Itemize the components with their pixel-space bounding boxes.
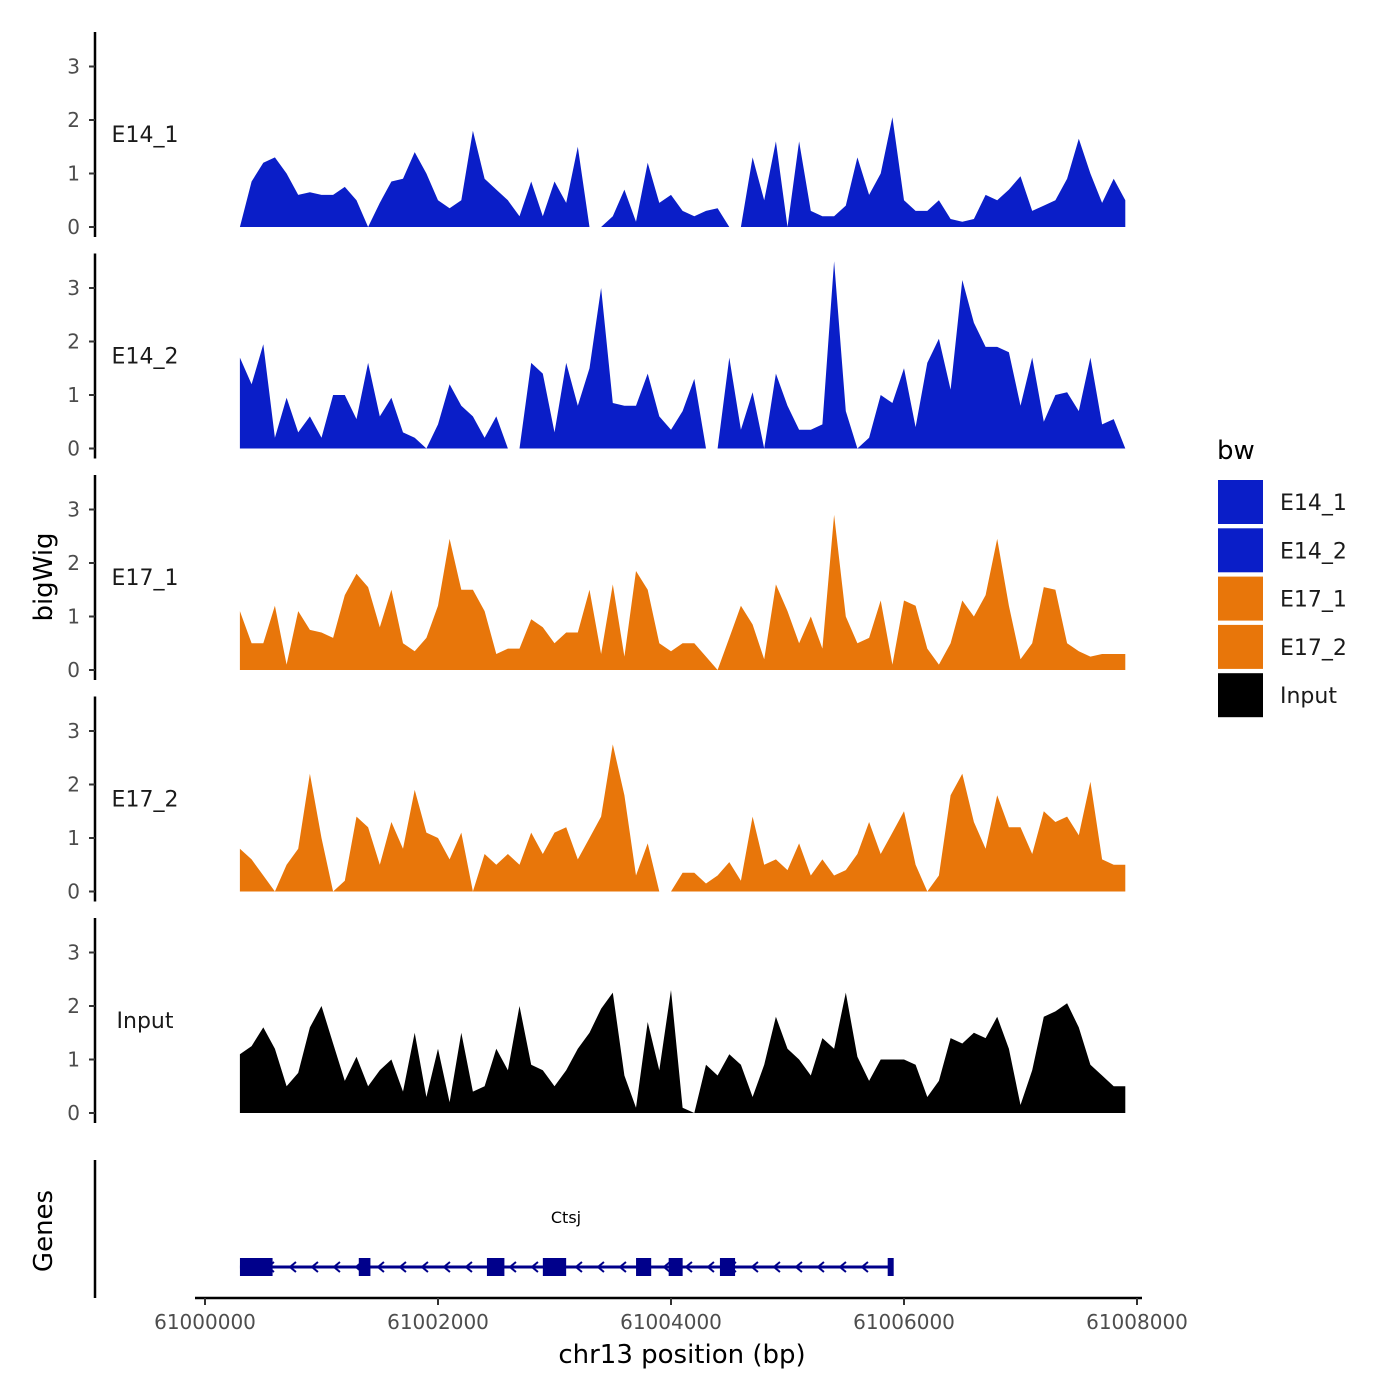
y-tick-label: 3 — [67, 498, 80, 522]
y-tick-label: 1 — [67, 605, 80, 629]
y-tick-label: 2 — [67, 994, 80, 1018]
y-tick-label: 0 — [67, 215, 80, 239]
strand-arrow — [816, 1261, 825, 1273]
y-tick-label: 2 — [67, 551, 80, 575]
legend-label: E17_1 — [1280, 588, 1347, 613]
genes-panel: Genes Ctsj — [29, 1160, 894, 1298]
y-tick-label: 3 — [67, 719, 80, 743]
gene-exon — [358, 1258, 371, 1276]
x-tick-label: 61002000 — [387, 1310, 489, 1334]
signal-area-e14-2 — [239, 261, 1126, 449]
signal-area-input — [239, 990, 1126, 1113]
y-tick-label: 1 — [67, 383, 80, 407]
track-panel-e14-1: 0 1 2 3 E14_1 — [67, 32, 1126, 239]
track-panels: 0 1 2 3 E14_1 0 1 2 3 E14_2 0 1 2 3 E17_1 0 1 2 3 E17_2 0 1 2 3… — [67, 32, 1126, 1125]
signal-area-e14-1 — [239, 117, 1126, 227]
track-panel-input: 0 1 2 3 Input — [67, 918, 1126, 1125]
strand-arrow — [420, 1261, 429, 1273]
strand-arrow — [310, 1261, 319, 1273]
strand-arrow — [530, 1261, 539, 1273]
y-tick-label: 1 — [67, 826, 80, 850]
legend-label: E17_2 — [1280, 636, 1347, 661]
strand-arrow — [706, 1261, 715, 1273]
track-panel-e14-2: 0 1 2 3 E14_2 — [67, 253, 1126, 461]
strand-arrow — [464, 1261, 473, 1273]
legend-label: Input — [1280, 684, 1337, 709]
y-tick-label: 3 — [67, 941, 80, 965]
legend-label: E14_1 — [1280, 491, 1347, 516]
gene-exon — [636, 1258, 652, 1276]
strand-arrow — [596, 1261, 605, 1273]
y-tick-label: 0 — [67, 880, 80, 904]
legend-swatch — [1218, 480, 1263, 524]
x-tick-label: 61004000 — [620, 1310, 722, 1334]
track-label: E17_2 — [112, 788, 179, 813]
strand-arrow — [332, 1261, 341, 1273]
x-tick-label: 61008000 — [1086, 1310, 1188, 1334]
strand-arrow — [860, 1261, 869, 1273]
legend: bw E14_1 E14_2 E17_1 E17_2 Input — [1217, 436, 1347, 718]
legend-title: bw — [1217, 436, 1255, 466]
strand-arrow — [442, 1261, 451, 1273]
legend-swatch — [1218, 576, 1263, 621]
y-tick-label: 3 — [67, 55, 80, 79]
legend-label: E14_2 — [1280, 539, 1347, 564]
track-panel-e17-2: 0 1 2 3 E17_2 — [67, 696, 1126, 904]
strand-arrow — [662, 1261, 671, 1273]
track-label: E14_1 — [112, 123, 179, 148]
y-tick-label: 0 — [67, 658, 80, 682]
strand-arrow — [376, 1261, 385, 1273]
strand-arrow — [684, 1261, 693, 1273]
legend-swatch — [1218, 528, 1263, 573]
track-label: E17_1 — [112, 566, 179, 591]
gene-exon — [239, 1258, 273, 1276]
legend-swatch — [1218, 673, 1263, 718]
strand-arrow — [750, 1261, 759, 1273]
signal-area-e17-1 — [239, 514, 1126, 670]
strand-arrow — [838, 1261, 847, 1273]
y-tick-label: 2 — [67, 330, 80, 354]
genes-axis-title: Genes — [29, 1190, 59, 1272]
x-axis-title: chr13 position (bp) — [558, 1340, 805, 1370]
gene-exon — [486, 1258, 505, 1276]
y-tick-label: 0 — [67, 437, 80, 461]
signal-area-e17-2 — [239, 744, 1126, 892]
gene-exon — [719, 1258, 736, 1276]
strand-arrow — [772, 1261, 781, 1273]
x-tick-label: 61000000 — [154, 1310, 256, 1334]
strand-arrow — [574, 1261, 583, 1273]
y-tick-label: 1 — [67, 162, 80, 186]
track-label: E14_2 — [112, 345, 179, 370]
x-axis: 61000000 61002000 61004000 61006000 61008000 — [154, 1296, 1188, 1334]
legend-swatch — [1218, 624, 1263, 669]
strand-arrow — [508, 1261, 517, 1273]
strand-arrow — [398, 1261, 407, 1273]
y-tick-label: 2 — [67, 108, 80, 132]
y-tick-label: 1 — [67, 1048, 80, 1072]
x-tick-label: 61006000 — [853, 1310, 955, 1334]
gene-exon — [542, 1258, 567, 1276]
y-axis-title: bigWig — [29, 532, 59, 621]
track-label: Input — [117, 1009, 174, 1034]
strand-arrow — [794, 1261, 803, 1273]
gene-track: Ctsj — [239, 1208, 894, 1276]
gene-name-label: Ctsj — [551, 1208, 581, 1227]
y-tick-label: 0 — [67, 1101, 80, 1125]
y-tick-label: 3 — [67, 276, 80, 300]
gene-exon — [668, 1258, 683, 1276]
track-panel-e17-1: 0 1 2 3 E17_1 — [67, 475, 1126, 682]
strand-arrow — [288, 1261, 297, 1273]
y-tick-label: 2 — [67, 773, 80, 797]
gene-exon — [887, 1258, 894, 1276]
strand-arrow — [618, 1261, 627, 1273]
